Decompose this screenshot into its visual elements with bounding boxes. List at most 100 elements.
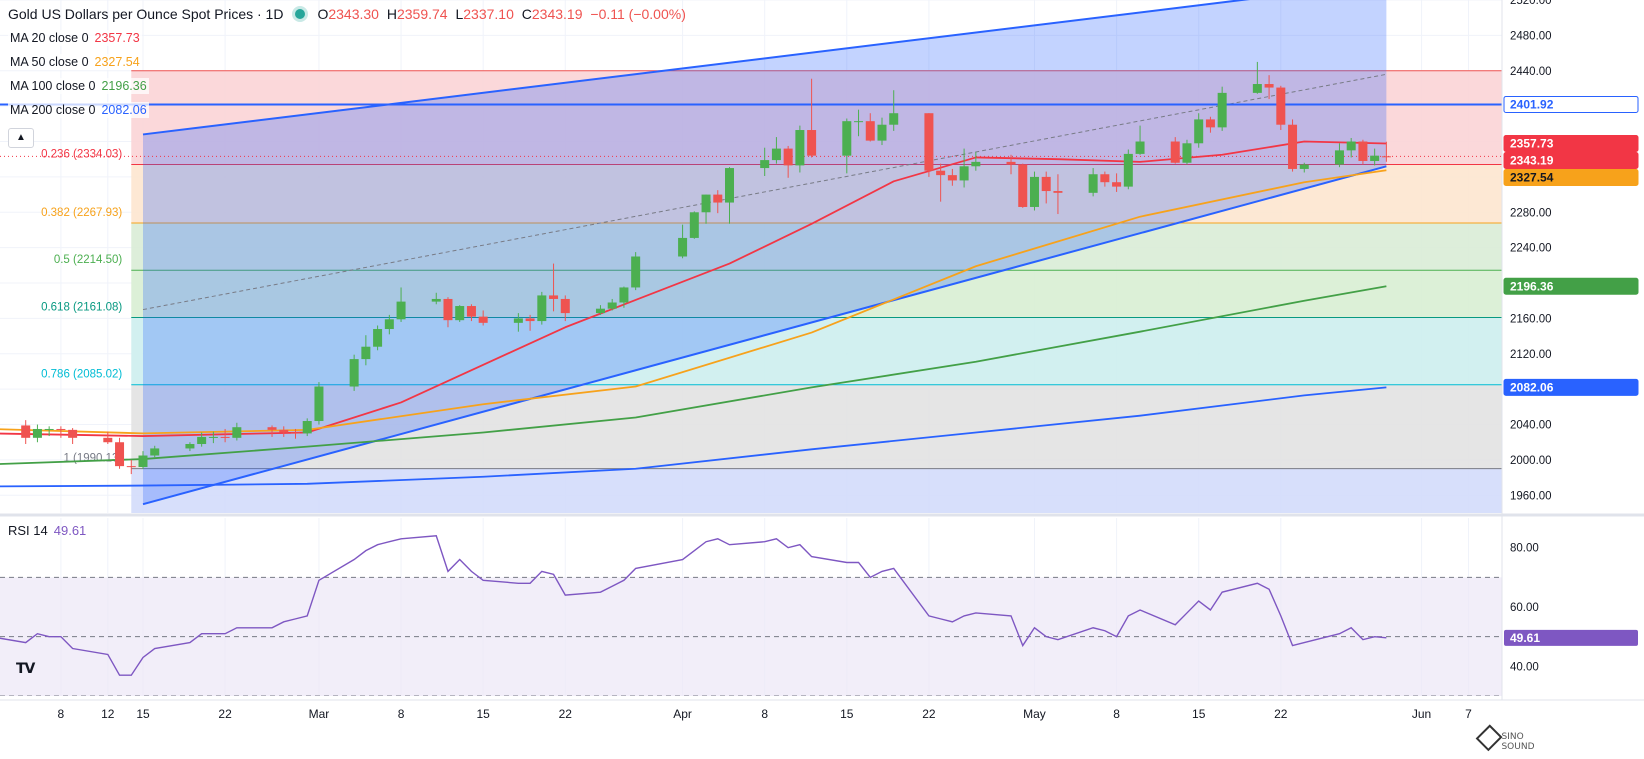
candle-body — [595, 308, 605, 314]
candle-body — [701, 194, 711, 213]
candle — [314, 382, 324, 425]
candle-body — [1088, 174, 1098, 193]
candle-body — [560, 298, 570, 314]
symbol-title[interactable]: Gold US Dollars per Ounce Spot Prices · … — [8, 6, 284, 22]
ma50-legend[interactable]: MA 50 close 0 2327.54 — [8, 54, 142, 70]
chart-legend: Gold US Dollars per Ounce Spot Prices · … — [8, 6, 690, 148]
candle-body — [1182, 143, 1192, 163]
candle-body — [56, 428, 66, 430]
price-tag-box — [1503, 277, 1639, 295]
candle-body — [1006, 161, 1016, 165]
candle — [443, 297, 453, 328]
candle-body — [1112, 182, 1122, 187]
candle-body — [466, 306, 476, 317]
candle-body — [689, 212, 699, 238]
candle — [678, 224, 688, 259]
ma50-label: MA 50 close 0 — [10, 55, 89, 69]
candle-body — [936, 170, 946, 176]
candle-body — [1100, 174, 1110, 183]
price-tag-text: 2196.36 — [1510, 279, 1554, 293]
price-tick-label: 2440.00 — [1510, 66, 1552, 78]
candle-body — [1135, 141, 1145, 154]
time-tick-label: 15 — [476, 707, 490, 721]
candle-body — [513, 318, 523, 323]
candle-body — [771, 148, 781, 161]
time-tick-label: 15 — [1192, 707, 1206, 721]
candle — [1194, 113, 1204, 148]
price-tag-text: 2401.92 — [1510, 97, 1554, 111]
candle-body — [349, 359, 359, 387]
candle — [1205, 116, 1215, 133]
candle — [232, 422, 242, 441]
candle — [701, 194, 711, 224]
candle — [21, 420, 31, 445]
candle-body — [455, 306, 465, 321]
candle — [1123, 149, 1133, 190]
candle-body — [1217, 92, 1227, 128]
time-tick-label: 22 — [559, 707, 573, 721]
candle-body — [537, 295, 547, 322]
ohlc-values: O2343.30 H2359.74 L2337.10 C2343.19 −0.1… — [317, 6, 689, 22]
candle — [1053, 174, 1063, 215]
candle-body — [443, 298, 453, 321]
price-tag-box — [1503, 152, 1639, 170]
candle-body — [267, 427, 277, 430]
candle — [795, 125, 805, 173]
candle — [279, 426, 289, 437]
price-tick-label: 2000.00 — [1510, 455, 1552, 467]
candle — [713, 190, 723, 214]
ma100-legend[interactable]: MA 100 close 0 2196.36 — [8, 78, 149, 94]
candle-body — [1381, 156, 1391, 158]
rsi-legend[interactable]: RSI 14 49.61 — [8, 523, 86, 538]
candle — [431, 292, 441, 305]
candle — [877, 117, 887, 146]
ma200-legend[interactable]: MA 200 close 0 2082.06 — [8, 102, 149, 118]
candle-body — [138, 455, 148, 468]
price-tag-box — [1503, 378, 1639, 396]
candle-body — [1053, 191, 1063, 193]
candle — [373, 325, 383, 351]
tradingview-logo-icon[interactable]: TV — [16, 661, 35, 677]
ma-line-ma200 — [0, 386, 1387, 488]
price-tag-box — [1503, 95, 1639, 113]
candle — [771, 137, 781, 164]
collapse-legend-button[interactable]: ▲ — [8, 128, 34, 148]
candle — [455, 305, 465, 322]
price-tag-text: 2357.73 — [1510, 137, 1554, 151]
change-value: −0.11 (−0.00%) — [590, 6, 686, 22]
fib-level-label-0.618: 0.618 (2161.08) — [41, 301, 122, 313]
candle-body — [44, 428, 54, 430]
candle — [208, 431, 218, 444]
candle-body — [549, 295, 559, 299]
price-tag-2401.92: 2401.92 — [1503, 95, 1639, 113]
candle-body — [1299, 164, 1309, 169]
candle — [1276, 85, 1286, 131]
ma20-legend[interactable]: MA 20 close 0 2357.73 — [8, 30, 142, 46]
time-tick-label: 8 — [761, 707, 768, 721]
candle — [1018, 163, 1028, 208]
price-pane: 0.236 (2334.03) 0.382 (2267.93) 0.5 (2214.… — [0, 0, 1502, 513]
candle — [1217, 86, 1227, 131]
price-tick-label: 2120.00 — [1510, 349, 1552, 361]
fib-zone-0.5 — [131, 270, 1502, 318]
candle — [1041, 171, 1051, 204]
candle-body — [232, 427, 242, 438]
candle-body — [32, 428, 42, 438]
candle — [1346, 137, 1356, 158]
candle-body — [760, 160, 770, 169]
candle-body — [795, 130, 805, 166]
price-tag-text: 2082.06 — [1510, 380, 1554, 394]
ma20-label: MA 20 close 0 — [10, 31, 89, 45]
diamond-logo-icon — [1475, 724, 1503, 752]
candle — [1112, 173, 1122, 192]
candle — [290, 428, 300, 439]
candle — [959, 148, 969, 188]
rsi-pane — [0, 518, 1502, 696]
candle-body — [725, 168, 734, 203]
time-tick-label: May — [1023, 707, 1046, 721]
candle-body — [431, 298, 441, 302]
candle-body — [842, 121, 852, 156]
candle — [725, 167, 734, 224]
